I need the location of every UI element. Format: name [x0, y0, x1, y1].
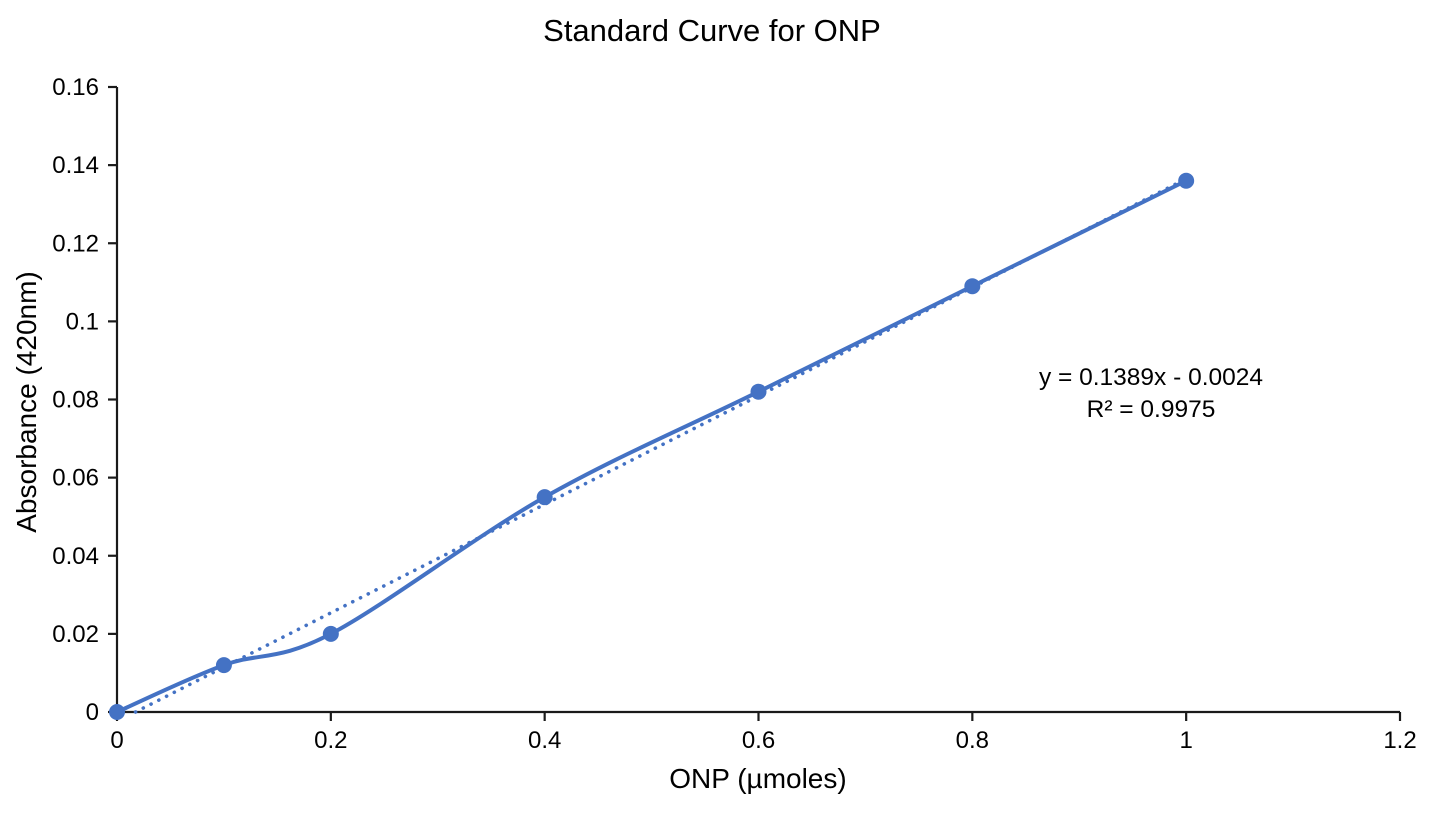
- y-tick-label: 0.1: [66, 308, 99, 335]
- y-tick-label: 0: [86, 699, 99, 726]
- y-tick-label: 0.02: [52, 621, 99, 648]
- series-line: [115, 178, 1189, 714]
- trendline-r-squared: R² = 0.9975: [1087, 396, 1216, 423]
- x-axis-title: ONP (µmoles): [669, 763, 846, 794]
- x-tick-label: 0: [110, 727, 123, 754]
- trendline-equation: y = 0.1389x - 0.0024: [1039, 364, 1263, 391]
- plot-area: 0 0.2 0.4 0.6 0.8 1 1.2 0 0.02 0.04 0.06 0.08 0.1 0.1…: [52, 74, 1416, 754]
- x-tick-label: 0.4: [528, 727, 561, 754]
- data-point: [1178, 172, 1195, 189]
- y-tick-label: 0.14: [52, 152, 99, 179]
- x-tick-label: 0.8: [956, 727, 989, 754]
- y-tick-label: 0.12: [52, 230, 99, 257]
- data-point: [750, 383, 767, 400]
- y-tick-label: 0.08: [52, 387, 99, 414]
- data-point: [536, 489, 553, 506]
- y-tick-label: 0.06: [52, 465, 99, 492]
- x-tick-label: 1.2: [1383, 727, 1416, 754]
- data-point: [215, 657, 232, 674]
- data-point: [964, 278, 981, 295]
- x-tick-label: 0.2: [314, 727, 347, 754]
- y-axis-title: Absorbance (420nm): [11, 271, 42, 532]
- data-point: [322, 625, 339, 642]
- y-tick-label: 0.04: [52, 543, 99, 570]
- data-point: [109, 704, 125, 720]
- y-tick-label: 0.16: [52, 74, 99, 101]
- chart-title: Standard Curve for ONP: [543, 13, 881, 48]
- x-tick-label: 1: [1179, 727, 1192, 754]
- x-tick-label: 0.6: [742, 727, 775, 754]
